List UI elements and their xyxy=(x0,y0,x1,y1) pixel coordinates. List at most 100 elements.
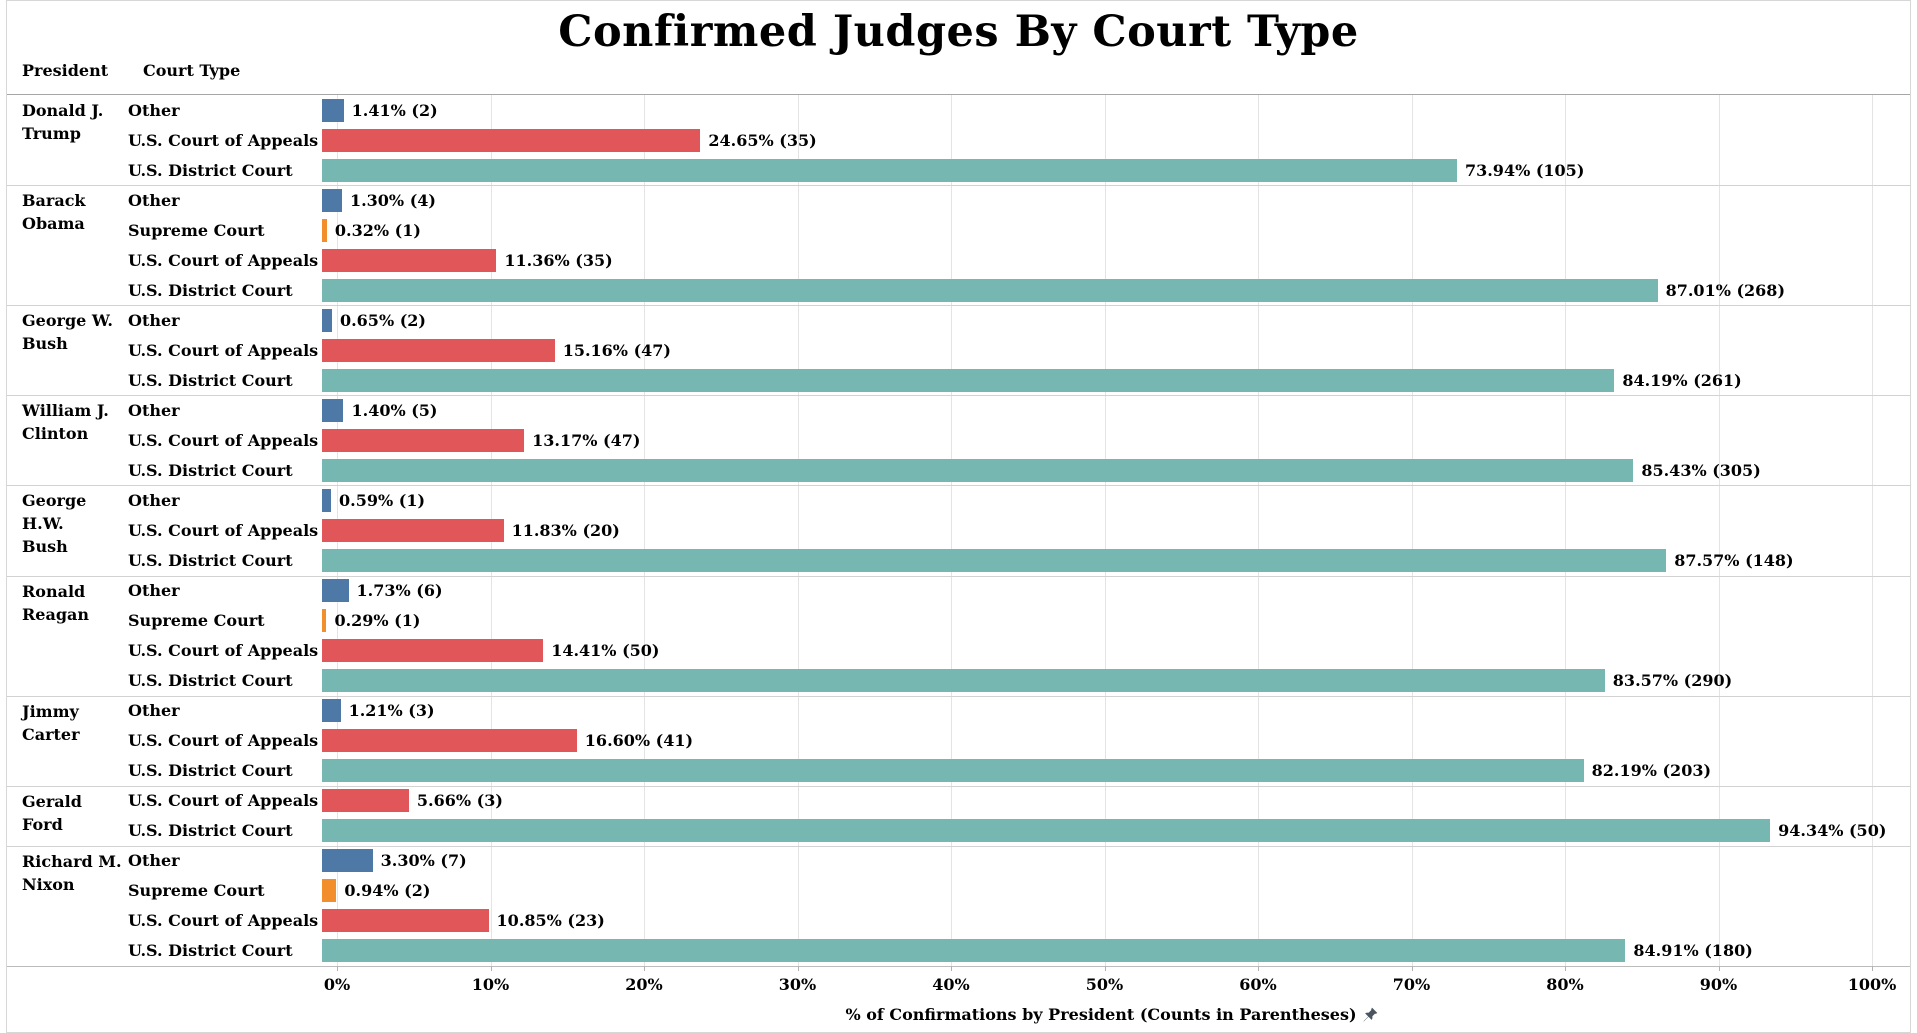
bar-value-label: 0.29% (1) xyxy=(334,611,421,631)
bar-cell: 87.01% (268) xyxy=(322,275,1910,305)
bar[interactable] xyxy=(322,518,504,542)
court-type-label: Other xyxy=(128,701,180,721)
group-separator xyxy=(7,305,1910,307)
bar-cell: 87.57% (148) xyxy=(322,545,1910,575)
bar-cell: 16.60% (41) xyxy=(322,726,1910,756)
bar[interactable] xyxy=(322,789,409,813)
bar-value-label: 1.21% (3) xyxy=(348,701,435,721)
bar[interactable] xyxy=(322,759,1584,783)
bar[interactable] xyxy=(322,939,1626,963)
bar-value-label: 84.19% (261) xyxy=(1622,370,1742,390)
bar[interactable] xyxy=(322,879,337,903)
court-type-label: U.S. Court of Appeals xyxy=(128,911,319,931)
court-type-label: Other xyxy=(128,100,180,120)
bar[interactable] xyxy=(322,368,1615,392)
court-type-label: Other xyxy=(128,310,180,330)
bar[interactable] xyxy=(322,548,1667,572)
bar[interactable] xyxy=(322,458,1634,482)
axis-tick xyxy=(797,966,799,971)
bar-cell: 15.16% (47) xyxy=(322,335,1910,365)
bar-cell: 11.83% (20) xyxy=(322,515,1910,545)
court-type-label: U.S. District Court xyxy=(128,761,293,781)
table-row: U.S. Court of Appeals 15.16% (47) xyxy=(128,335,1910,365)
bar[interactable] xyxy=(322,308,332,332)
bar[interactable] xyxy=(322,819,1771,843)
bar[interactable] xyxy=(322,218,327,242)
bar[interactable] xyxy=(322,98,344,122)
court-type-label: U.S. Court of Appeals xyxy=(128,641,319,661)
bar-value-label: 0.65% (2) xyxy=(339,310,426,330)
president-group: Gerald Ford U.S. Court of Appeals 5.66% (3… xyxy=(7,786,1910,847)
bar[interactable] xyxy=(322,609,327,633)
chart-frame: Confirmed Judges By Court Type President… xyxy=(6,0,1911,1033)
court-type-label: U.S. Court of Appeals xyxy=(128,791,319,811)
court-type-label: Other xyxy=(128,581,180,601)
table-row: U.S. District Court 94.34% (50) xyxy=(128,816,1910,846)
gridline xyxy=(1258,95,1259,966)
bar[interactable] xyxy=(322,278,1658,302)
court-type-label: U.S. Court of Appeals xyxy=(128,130,319,150)
x-axis-title: % of Confirmations by President (Counts … xyxy=(344,1005,1879,1026)
court-type-label: U.S. District Court xyxy=(128,941,293,961)
chart-title: Confirmed Judges By Court Type xyxy=(558,7,1359,57)
bar-cell: 0.65% (2) xyxy=(322,305,1910,335)
gridline xyxy=(951,95,952,966)
president-label: George H.W. Bush xyxy=(22,491,87,557)
bar[interactable] xyxy=(322,158,1457,182)
bar[interactable] xyxy=(322,128,701,152)
bar-value-label: 1.41% (2) xyxy=(351,100,438,120)
pushpin-icon[interactable] xyxy=(1362,1007,1378,1026)
court-rows: Other 1.73% (6) Supreme Court 0.29% (1) U.S.… xyxy=(128,576,1910,696)
bar[interactable] xyxy=(322,639,544,663)
bar-cell: 82.19% (203) xyxy=(322,756,1910,786)
president-label: William J. Clinton xyxy=(22,401,109,444)
axis-tick-label: 60% xyxy=(1239,975,1277,994)
bar-value-label: 24.65% (35) xyxy=(708,130,817,150)
bar-value-label: 5.66% (3) xyxy=(416,791,503,811)
court-type-label: U.S. District Court xyxy=(128,460,293,480)
court-type-label: Other xyxy=(128,490,180,510)
group-separator xyxy=(7,695,1910,697)
bar-cell: 83.57% (290) xyxy=(322,666,1910,696)
bar[interactable] xyxy=(322,338,555,362)
axis-tick xyxy=(644,966,645,971)
bar[interactable] xyxy=(322,849,373,873)
bar[interactable] xyxy=(322,428,525,452)
gridline xyxy=(1104,95,1106,966)
bar[interactable] xyxy=(322,398,344,422)
bar-cell: 1.41% (2) xyxy=(322,95,1910,125)
bar-cell: 1.30% (4) xyxy=(322,185,1910,215)
table-row: Supreme Court 0.94% (2) xyxy=(128,876,1910,906)
table-row: Other 0.59% (1) xyxy=(128,485,1910,515)
bar[interactable] xyxy=(322,669,1605,693)
court-rows: Other 3.30% (7) Supreme Court 0.94% (2) U.S.… xyxy=(128,846,1910,966)
bar[interactable] xyxy=(322,729,577,753)
bar-value-label: 87.01% (268) xyxy=(1665,280,1786,300)
court-type-label: U.S. Court of Appeals xyxy=(128,430,319,450)
court-type-label: Supreme Court xyxy=(128,611,265,631)
president-group: Richard M. Nixon Other 3.30% (7) Supreme Co… xyxy=(7,846,1910,966)
table-row: U.S. District Court 85.43% (305) xyxy=(128,455,1910,485)
bar[interactable] xyxy=(322,579,349,603)
table-row: U.S. District Court 83.57% (290) xyxy=(128,666,1910,696)
column-header-court-type: Court Type xyxy=(143,61,241,80)
bar-cell: 13.17% (47) xyxy=(322,425,1910,455)
president-label: Ronald Reagan xyxy=(22,581,90,624)
court-rows: Other 1.40% (5) U.S. Court of Appeals 13.17… xyxy=(128,395,1910,485)
president-label: George W. Bush xyxy=(22,311,113,354)
bar[interactable] xyxy=(322,188,342,212)
president-group: Barack Obama Other 1.30% (4) Supreme Court 0… xyxy=(7,185,1910,307)
table-row: Other 1.30% (4) xyxy=(128,185,1910,215)
column-header-president: President xyxy=(22,61,109,80)
court-type-label: U.S. District Court xyxy=(128,821,293,841)
bar[interactable] xyxy=(322,488,332,512)
table-row: U.S. Court of Appeals 13.17% (47) xyxy=(128,425,1910,455)
table-row: U.S. District Court 87.01% (268) xyxy=(128,275,1910,305)
bar[interactable] xyxy=(322,699,341,723)
president-label: Barack Obama xyxy=(22,191,86,234)
court-rows: Other 0.65% (2) U.S. Court of Appeals 15.16… xyxy=(128,305,1910,395)
bar[interactable] xyxy=(322,909,489,933)
bar[interactable] xyxy=(322,248,497,272)
bar-value-label: 94.34% (50) xyxy=(1778,821,1887,841)
bar-cell: 1.73% (6) xyxy=(322,576,1910,606)
